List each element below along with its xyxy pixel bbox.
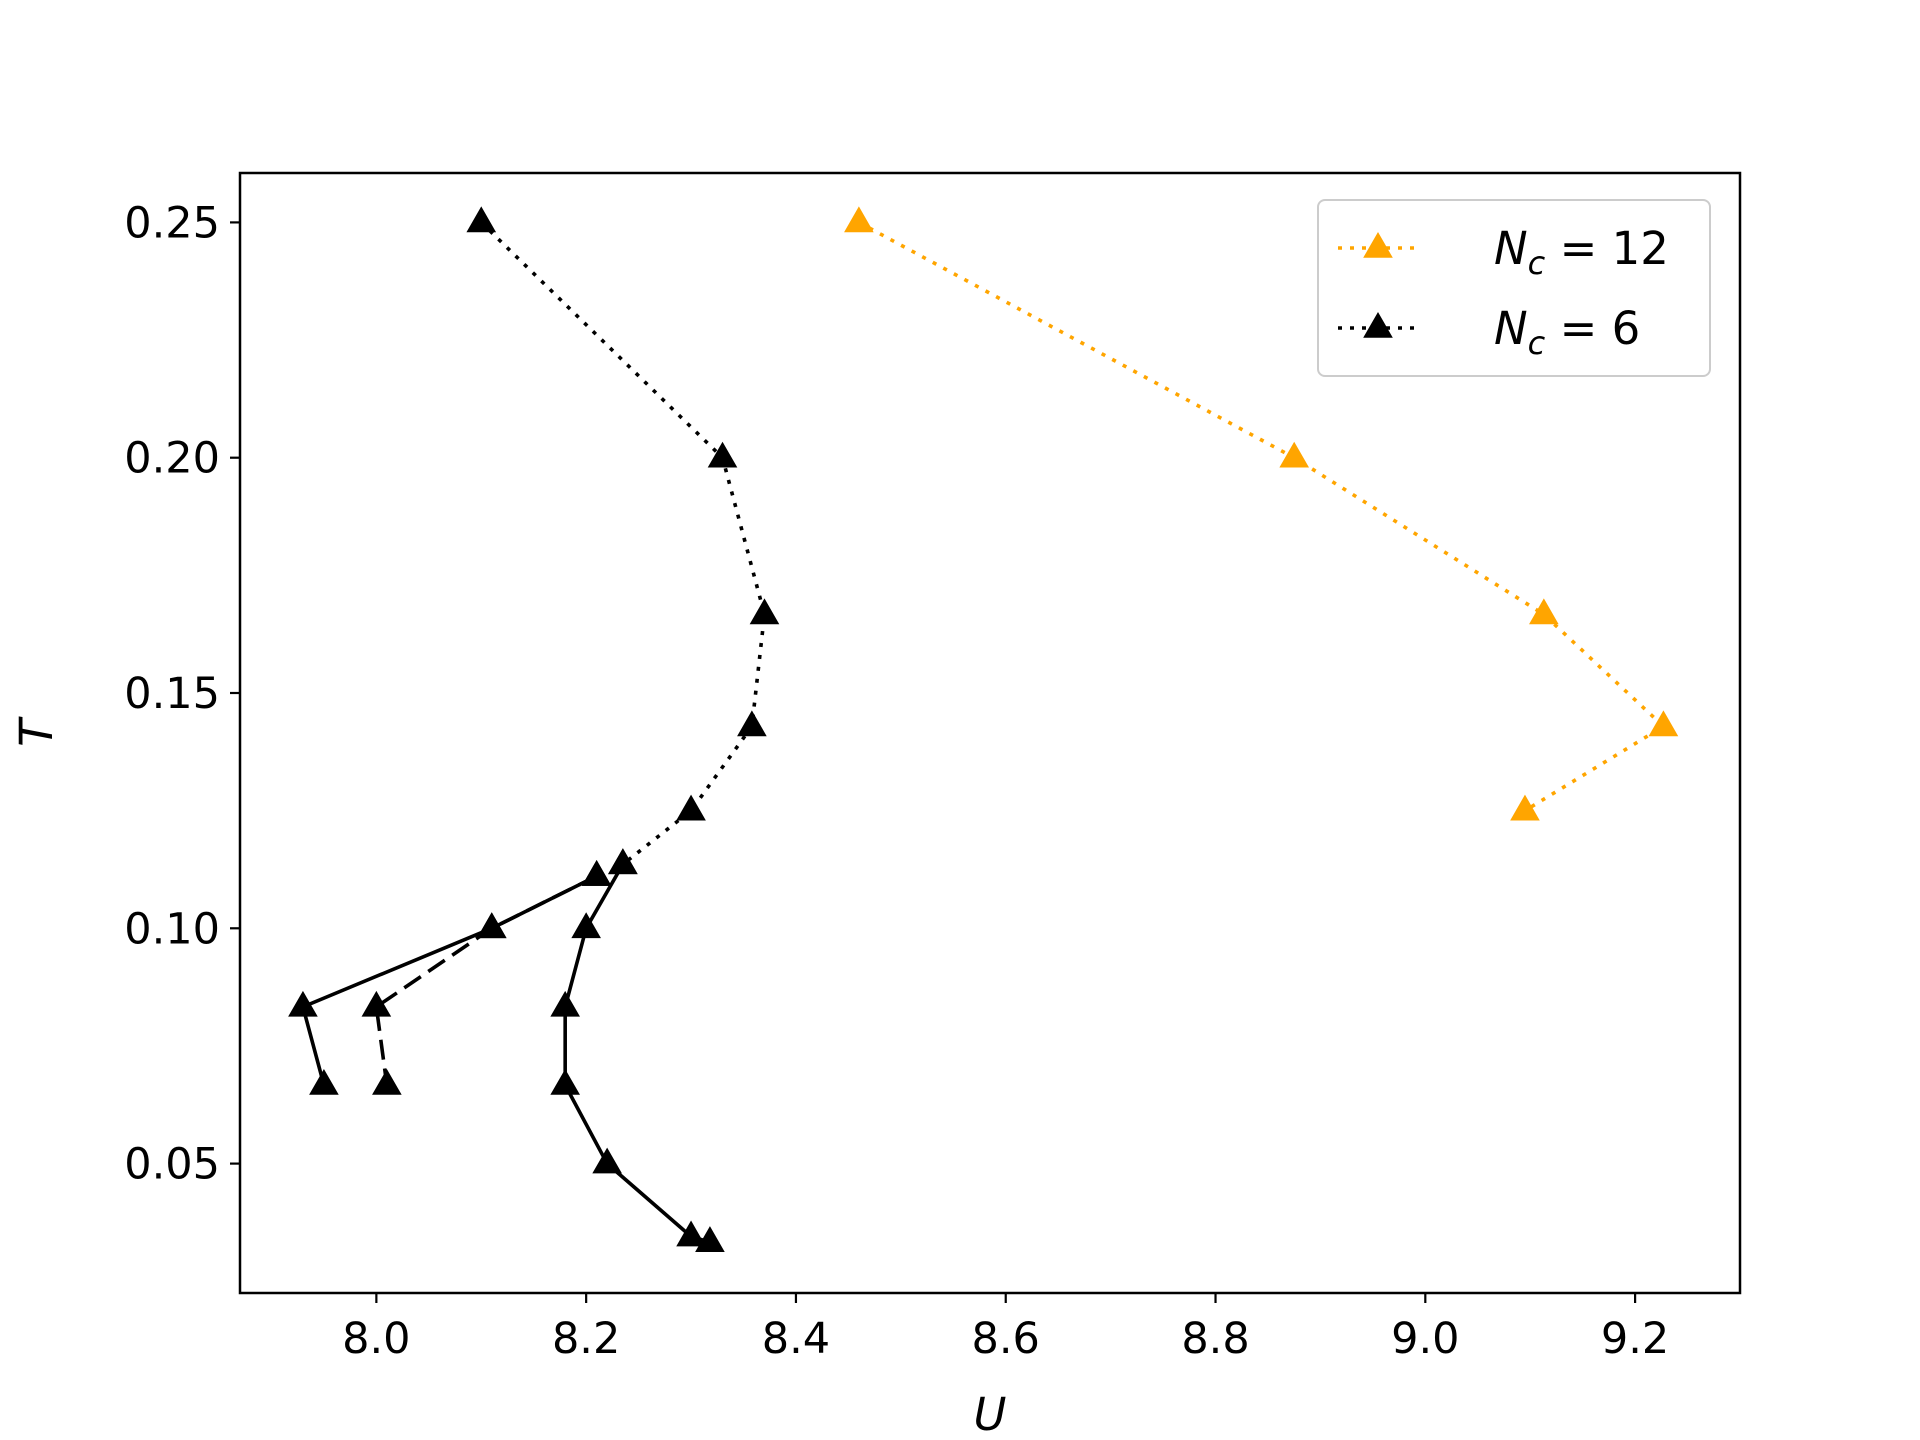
data-point-s1-p4: [676, 794, 706, 821]
x-tick-label-3: 8.6: [972, 1314, 1040, 1364]
legend-label-1: Nc = 6: [1494, 302, 1640, 362]
x-tick-label-6: 9.2: [1601, 1314, 1669, 1364]
y-axis-label: T: [10, 716, 63, 747]
data-point-s4-p6: [695, 1226, 725, 1252]
legend: Nc = 12 Nc = 6: [1317, 199, 1711, 377]
data-point-s0-p1: [1279, 441, 1310, 468]
data-point-s0-p3: [1648, 710, 1679, 737]
y-tick-label-1: 0.10: [124, 904, 220, 954]
y-tick-label-3: 0.20: [124, 434, 220, 484]
data-point-s1-p1: [707, 441, 738, 468]
data-point-s0-p2: [1529, 598, 1559, 625]
data-point-s2-p3: [309, 1068, 339, 1095]
data-point-s4-p4: [592, 1147, 622, 1174]
y-tick-label-4: 0.25: [124, 198, 220, 248]
x-tick-label-2: 8.4: [762, 1314, 830, 1364]
x-tick-label-5: 9.0: [1391, 1314, 1459, 1364]
data-point-s4-p5: [676, 1220, 706, 1247]
data-point-s1-p3: [737, 710, 767, 737]
data-point-s0-p4: [1510, 794, 1540, 821]
data-point-s4-p1: [571, 912, 601, 939]
y-tick-label-0: 0.05: [124, 1140, 220, 1190]
data-point-s4-p3: [550, 1068, 580, 1095]
data-point-s3-p1: [476, 912, 507, 939]
data-point-s1-p0: [466, 206, 497, 233]
data-point-s4-p0: [608, 848, 638, 875]
axes: 8.0 8.2 8.4 8.6 8.8 9.0 9.2 0.05 0.10 0.15 0.20 0.2…: [124, 198, 1669, 1364]
data-point-s3-p3: [372, 1068, 402, 1095]
legend-box: [1317, 199, 1711, 377]
x-axis-label: U: [974, 1388, 1007, 1440]
x-tick-label-0: 8.0: [342, 1314, 410, 1364]
plot-area: [288, 206, 1679, 1252]
data-point-s1-p2: [749, 598, 780, 625]
data-point-s0-p0: [844, 206, 874, 233]
legend-label-0: Nc = 12: [1494, 222, 1669, 282]
data-point-s3-p0: [581, 860, 612, 886]
data-point-s4-p2: [550, 990, 580, 1017]
x-tick-label-1: 8.2: [552, 1314, 620, 1364]
data-point-s3-p2: [361, 990, 392, 1017]
legend-marker-0: [1363, 231, 1393, 258]
legend-marker-1: [1363, 311, 1393, 338]
data-point-s2-p2: [288, 990, 318, 1017]
x-tick-label-4: 8.8: [1181, 1314, 1249, 1364]
series-line-1: [480, 221, 767, 866]
y-tick-label-2: 0.15: [124, 669, 220, 719]
plot-frame: [238, 171, 1742, 1295]
series-line-3: [374, 874, 598, 1086]
